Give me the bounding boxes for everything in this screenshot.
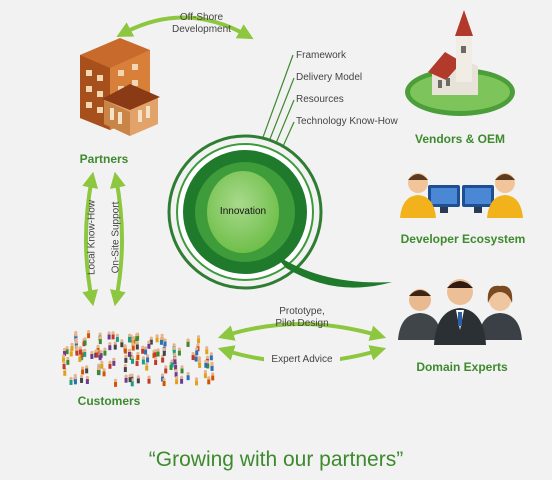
node-developers: Developer Ecosystem <box>400 232 526 246</box>
offshore-label: Off-Shore Development <box>172 12 231 35</box>
business-people-icon <box>398 279 522 345</box>
node-partners: Partners <box>79 152 129 166</box>
node-customers: Customers <box>77 394 141 408</box>
factor-framework: Framework <box>296 50 347 61</box>
local-knowhow-arrow <box>82 171 99 307</box>
expert-advice-label: Expert Advice <box>264 354 340 366</box>
caption: “Growing with our partners” <box>148 448 404 471</box>
factor-delivery-model: Delivery Model <box>296 72 363 83</box>
crowd-icon <box>61 330 215 387</box>
factor-technology-knowhow: Technology Know-How <box>296 116 398 127</box>
node-domain-experts: Domain Experts <box>416 360 508 374</box>
node-vendors: Vendors & OEM <box>414 132 506 146</box>
buildings-icon <box>80 38 160 136</box>
prototype-arrow <box>217 322 387 341</box>
offshore-arrow <box>116 15 254 40</box>
developers-icon <box>400 173 523 218</box>
factor-resources: Resources <box>296 94 344 105</box>
onsite-support-label: On-Site Support <box>110 201 122 274</box>
q-logo <box>167 134 392 290</box>
local-knowhow-label: Local Know-How <box>86 199 98 276</box>
onsite-support-arrow <box>109 171 126 307</box>
prototype-label: Prototype, Pilot Design <box>275 306 329 329</box>
church-globe-icon <box>405 10 515 116</box>
center-innovation-label: Innovation <box>219 206 267 217</box>
